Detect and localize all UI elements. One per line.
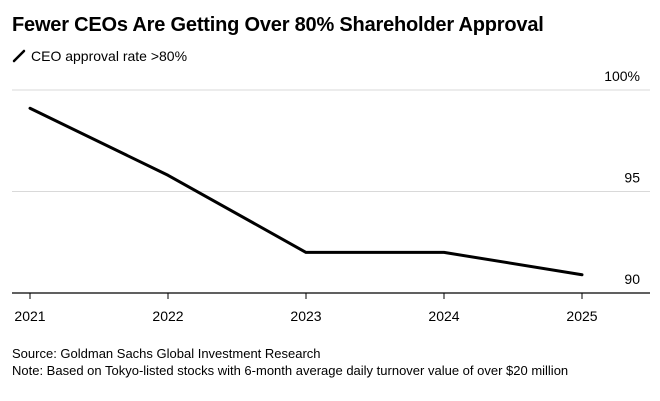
methodology-note: Note: Based on Tokyo-listed stocks with … xyxy=(12,363,569,378)
y-tick-label: 90 xyxy=(624,271,640,287)
y-tick-label: 100% xyxy=(604,68,640,84)
legend: CEO approval rate >80% xyxy=(12,48,187,64)
legend-line-icon xyxy=(12,49,26,63)
x-tick-label: 2024 xyxy=(428,308,459,324)
chart-footer: Source: Goldman Sachs Global Investment … xyxy=(12,345,568,379)
y-tick-label: 95 xyxy=(624,170,640,186)
x-tick-label: 2023 xyxy=(290,308,321,324)
legend-label: CEO approval rate >80% xyxy=(31,48,188,64)
x-tick-label: 2021 xyxy=(14,308,45,324)
chart-title: Fewer CEOs Are Getting Over 80% Sharehol… xyxy=(12,14,544,36)
x-tick-label: 2022 xyxy=(152,308,183,324)
x-tick-label: 2025 xyxy=(566,308,597,324)
series-line xyxy=(28,106,584,277)
source-note: Source: Goldman Sachs Global Investment … xyxy=(12,346,321,361)
